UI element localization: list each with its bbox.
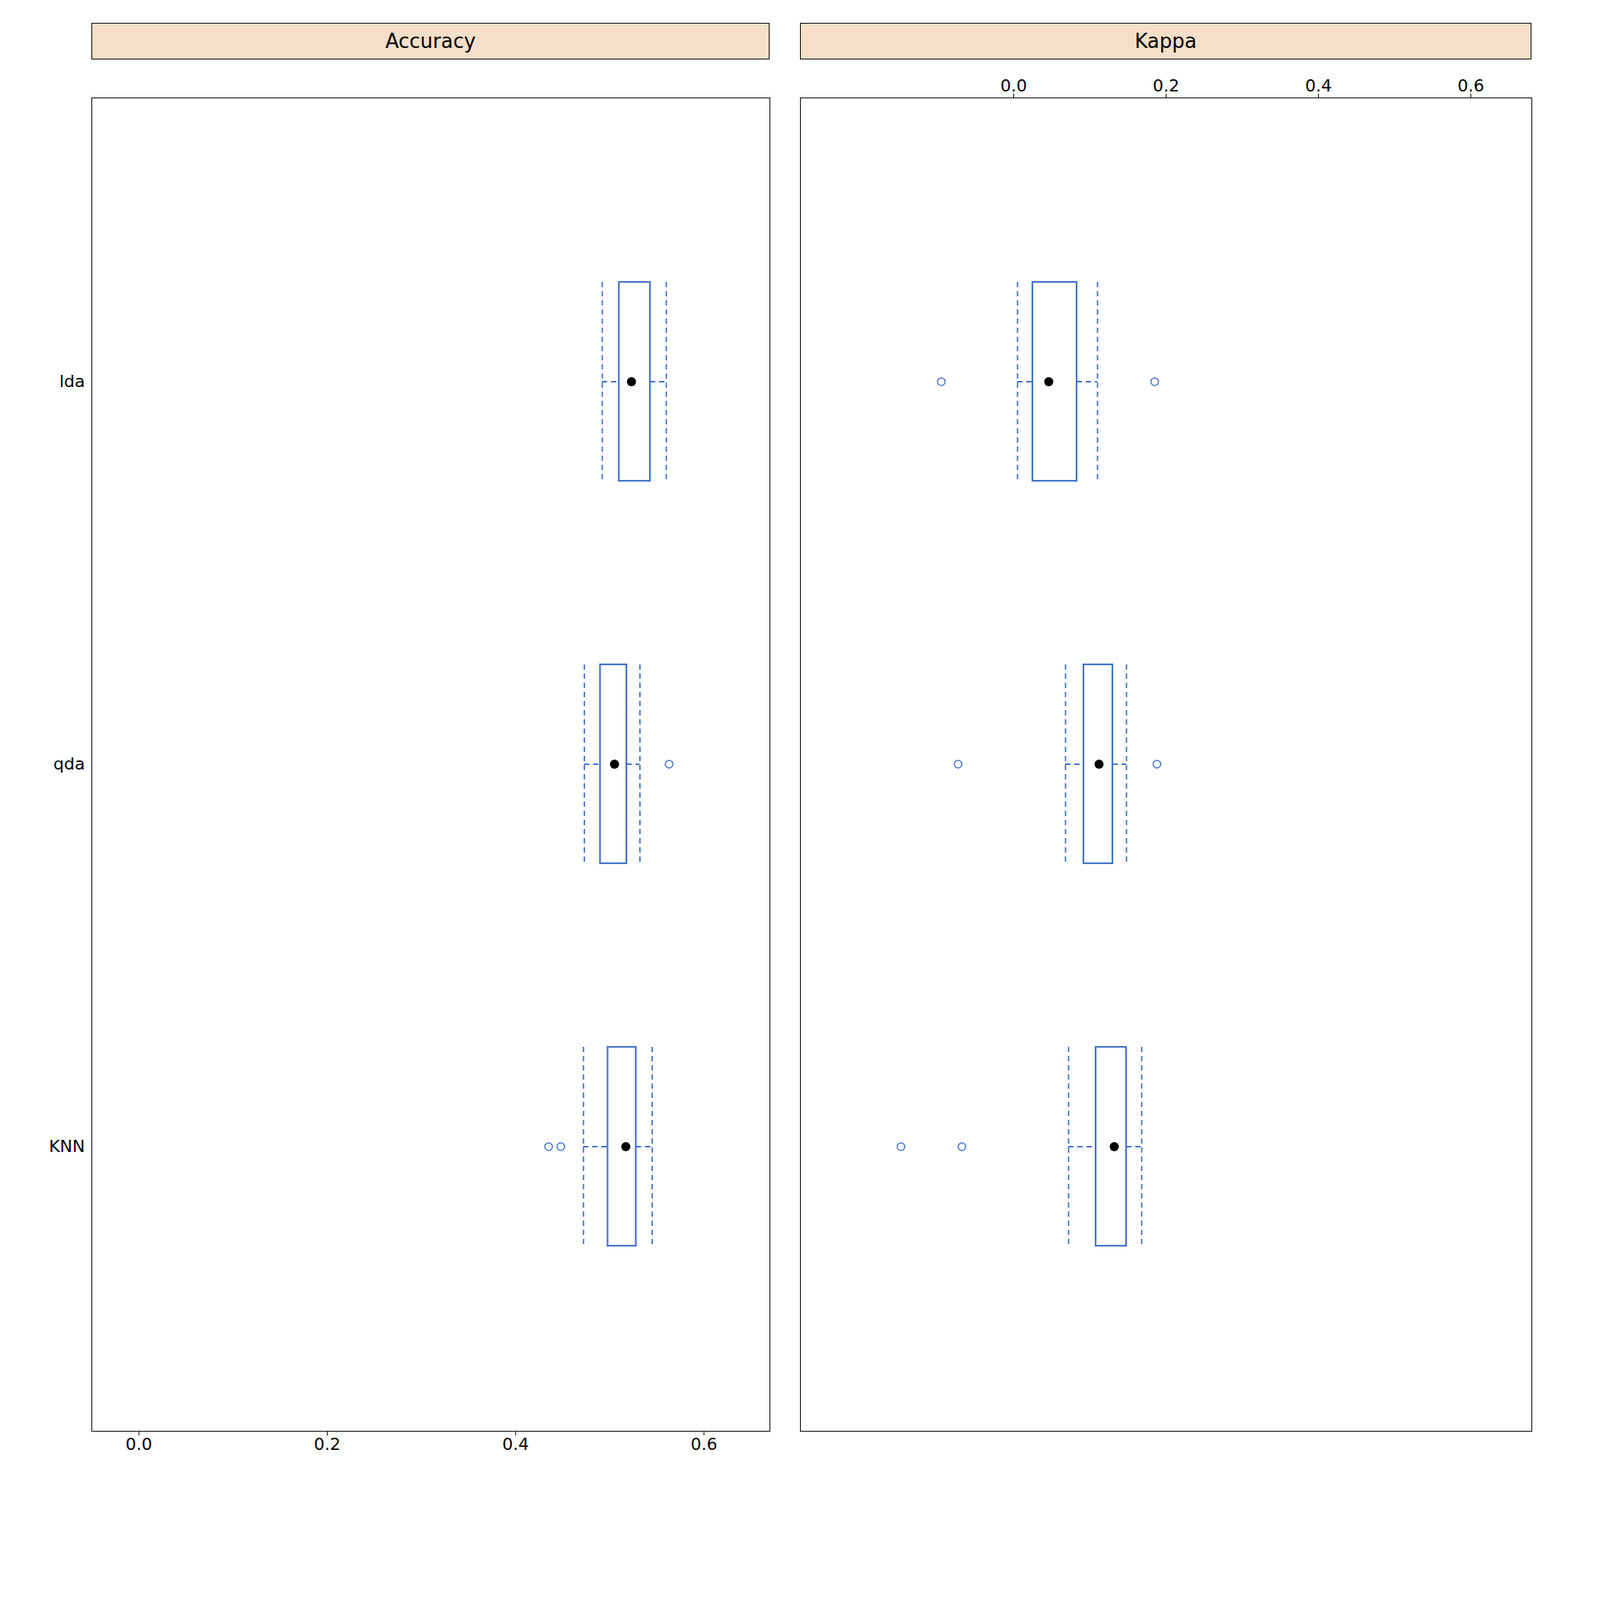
svg-text:0.6: 0.6: [690, 1434, 717, 1454]
svg-text:qda: qda: [53, 754, 85, 774]
svg-text:0.2: 0.2: [313, 1434, 341, 1454]
svg-text:0.4: 0.4: [1305, 76, 1332, 96]
svg-text:0.2: 0.2: [1152, 76, 1180, 96]
svg-text:lda: lda: [59, 371, 86, 391]
svg-text:0.0: 0.0: [125, 1434, 153, 1454]
html-text:Accuracy: Accuracy: [385, 29, 476, 53]
svg-text:0.0: 0.0: [1000, 76, 1028, 96]
svg-text:KNN: KNN: [48, 1136, 85, 1156]
svg-text:0.4: 0.4: [502, 1434, 529, 1454]
html-text:Kappa: Kappa: [1134, 29, 1197, 53]
svg-text:0.6: 0.6: [1457, 76, 1485, 96]
